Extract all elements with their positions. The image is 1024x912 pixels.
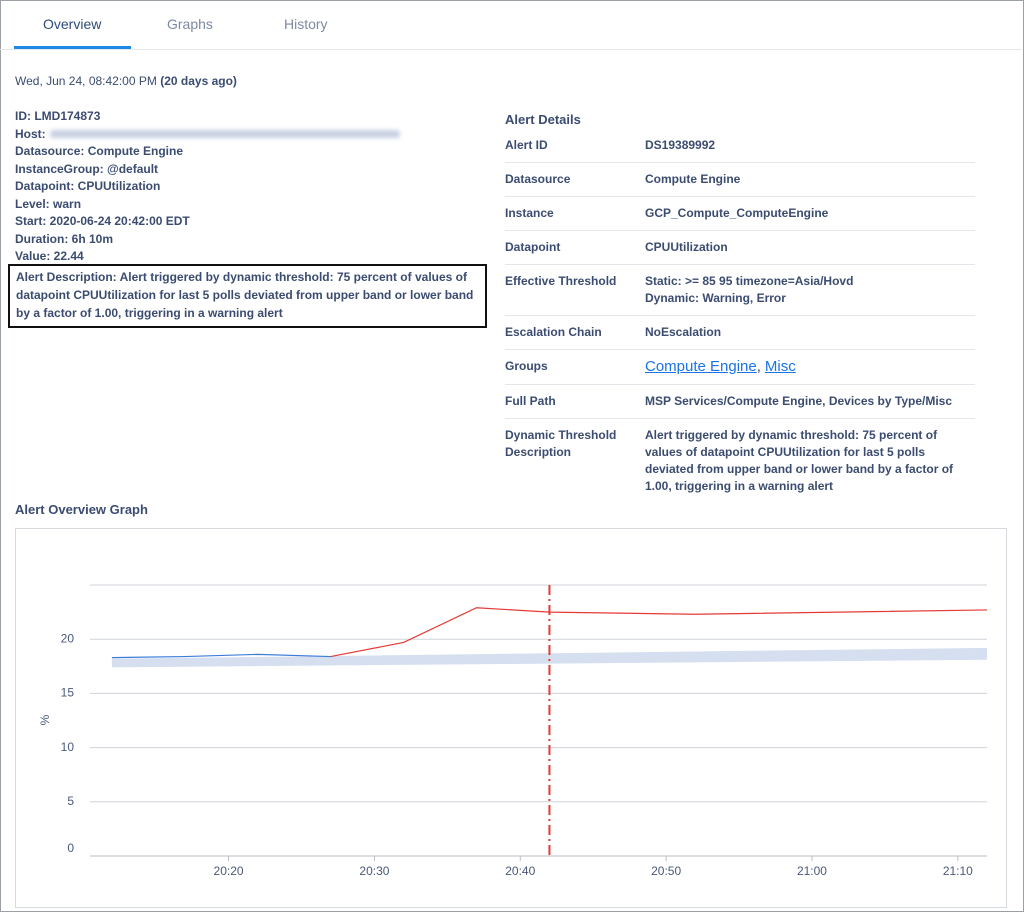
date-line: Wed, Jun 24, 08:42:00 PM (20 days ago): [15, 74, 237, 88]
detail-value: Static: >= 85 95 timezone=Asia/Hovd Dynam…: [645, 273, 975, 307]
detail-label: Effective Threshold: [505, 274, 617, 288]
detail-value-line: NoEscalation: [645, 325, 722, 339]
summary-item: Level: warn: [15, 196, 400, 214]
tab-indicator: [14, 46, 131, 49]
tab[interactable]: Graphs: [167, 16, 213, 32]
x-tick-label: 21:10: [943, 864, 973, 878]
relative-date: (20 days ago): [160, 74, 237, 88]
chart-frame: [15, 528, 1007, 908]
detail-label: Escalation Chain: [505, 325, 602, 339]
details-table: Alert ID DS19389992 Datasource Compute Engi…: [505, 129, 975, 503]
detail-label: Datasource: [505, 172, 571, 186]
detail-label: Datapoint: [505, 240, 561, 254]
x-tick-label: 20:20: [214, 864, 244, 878]
x-tick-label: 20:50: [651, 864, 681, 878]
detail-value-line: Dynamic: Warning, Error: [645, 291, 786, 305]
detail-value-line: Static: >= 85 95 timezone=Asia/Hovd: [645, 274, 854, 288]
chart-title: Alert Overview Graph: [15, 502, 148, 517]
alert-description: Alert Description: Alert triggered by dy…: [8, 264, 487, 328]
detail-row: Instance GCP_Compute_ComputeEngine: [505, 197, 975, 231]
detail-value-line: Compute Engine: [645, 172, 741, 186]
y-axis-label: %: [38, 714, 52, 725]
summary-item: Host:: [15, 126, 400, 144]
y-tick-label: 15: [61, 686, 75, 700]
detail-row: Full Path MSP Services/Compute Engine, De…: [505, 385, 975, 419]
detail-value-line: DS19389992: [645, 138, 716, 152]
detail-value: GCP_Compute_ComputeEngine: [645, 205, 975, 222]
separator: ,: [756, 358, 761, 375]
tab[interactable]: History: [284, 16, 328, 32]
summary-text: Value: 22.44: [15, 249, 84, 263]
detail-label: Dynamic Threshold Description: [505, 428, 617, 459]
summary-item: ID: LMD174873: [15, 108, 400, 126]
detail-row: Effective Threshold Static: >= 85 95 time…: [505, 265, 975, 316]
summary-text: Datapoint: CPUUtilization: [15, 179, 161, 193]
detail-value: CPUUtilization: [645, 239, 975, 256]
detail-row: Alert ID DS19389992: [505, 129, 975, 163]
summary-text: Datasource: Compute Engine: [15, 144, 184, 158]
detail-value-line: GCP_Compute_ComputeEngine: [645, 206, 829, 220]
detail-row: Groups Compute Engine, Misc: [505, 350, 975, 385]
summary-text: Level: warn: [15, 196, 82, 211]
series-line: [111, 653, 331, 659]
summary-text: Duration: 6h 10m: [15, 231, 114, 246]
x-tick-label: 20:40: [505, 864, 535, 878]
summary-item: InstanceGroup: @default: [15, 161, 400, 179]
date: Wed, Jun 24, 08:42:00 PM: [15, 74, 157, 88]
detail-label: Groups: [505, 359, 548, 373]
detail-label: Instance: [505, 206, 554, 220]
detail-value: MSP Services/Compute Engine, Devices by …: [645, 393, 975, 410]
summary-item: Value: 22.44: [15, 248, 400, 266]
summary-item: Start: 2020-06-24 20:42:00 EDT: [15, 213, 400, 231]
y-tick-label: 0: [67, 841, 74, 855]
detail-value: DS19389992: [645, 137, 975, 154]
summary-text: Host:: [15, 126, 46, 141]
x-tick-label: 21:00: [797, 864, 827, 878]
y-tick-label: 10: [61, 740, 75, 754]
series-line: [330, 607, 988, 658]
details-title: Alert Details: [505, 112, 581, 127]
detail-value: Alert triggered by dynamic threshold: 75…: [645, 427, 975, 495]
group-link[interactable]: Misc: [764, 358, 796, 375]
detail-value: Compute Engine, Misc: [645, 358, 975, 376]
blurred-host: [49, 130, 400, 139]
detail-value-line: CPUUtilization: [645, 240, 728, 254]
y-tick-label: 5: [67, 794, 74, 808]
detail-value-line: MSP Services/Compute Engine, Devices by …: [645, 394, 953, 408]
detail-value: Compute Engine: [645, 171, 975, 188]
summary-text: InstanceGroup: @default: [15, 161, 159, 176]
summary-item: Datapoint: CPUUtilization: [15, 178, 400, 196]
detail-value-line: Alert triggered by dynamic threshold: 75…: [645, 428, 954, 493]
summary-item: Datasource: Compute Engine: [15, 143, 400, 161]
detail-row: Dynamic Threshold Description Alert trigg…: [505, 419, 975, 503]
detail-row: Escalation Chain NoEscalation: [505, 316, 975, 350]
summary-text: Start: 2020-06-24 20:42:00 EDT: [15, 214, 190, 228]
x-tick-label: 20:30: [359, 864, 389, 878]
detail-row: Datasource Compute Engine: [505, 163, 975, 197]
detail-label: Full Path: [505, 394, 556, 408]
detail-row: Datapoint CPUUtilization: [505, 231, 975, 265]
summary-text: ID: LMD174873: [15, 109, 101, 123]
expected-band: [111, 647, 987, 668]
detail-label: Alert ID: [505, 138, 548, 152]
summary: ID: LMD174873 Host: Datasource: Compute En…: [15, 108, 400, 266]
tab-divider: [0, 49, 1022, 50]
summary-item: Duration: 6h 10m: [15, 231, 400, 249]
tab[interactable]: Overview: [43, 16, 102, 32]
group-link[interactable]: Compute Engine: [645, 358, 757, 375]
detail-value: NoEscalation: [645, 324, 975, 341]
y-tick-label: 20: [61, 631, 75, 645]
